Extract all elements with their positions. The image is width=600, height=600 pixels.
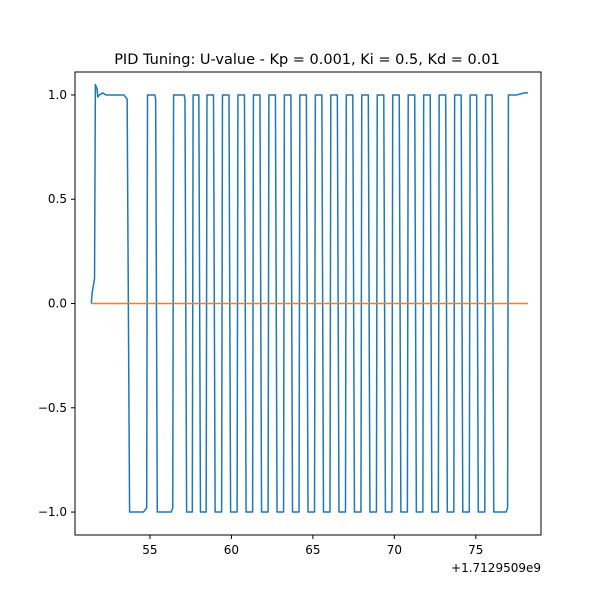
x-tick-label: 55	[142, 543, 157, 557]
y-tick-label: 1.0	[48, 88, 67, 102]
plot-frame	[74, 71, 542, 536]
x-tick-label: 70	[387, 543, 402, 557]
y-tick-label: 0.5	[48, 192, 67, 206]
x-offset-label: +1.7129509e9	[451, 561, 541, 575]
y-axis-ticks: −1.0 −0.5 0.0 0.5 1.0	[38, 88, 75, 519]
x-tick-label: 75	[468, 543, 483, 557]
series-layer	[90, 83, 528, 513]
x-axis-ticks: 55 60 65 70 75	[142, 535, 483, 557]
x-tick-label: 60	[224, 543, 239, 557]
y-tick-label: 0.0	[48, 297, 67, 311]
chart-title: PID Tuning: U-value - Kp = 0.001, Ki = 0…	[114, 52, 500, 68]
x-tick-label: 65	[305, 543, 320, 557]
y-tick-label: −0.5	[38, 401, 67, 415]
y-tick-label: −1.0	[38, 505, 67, 519]
